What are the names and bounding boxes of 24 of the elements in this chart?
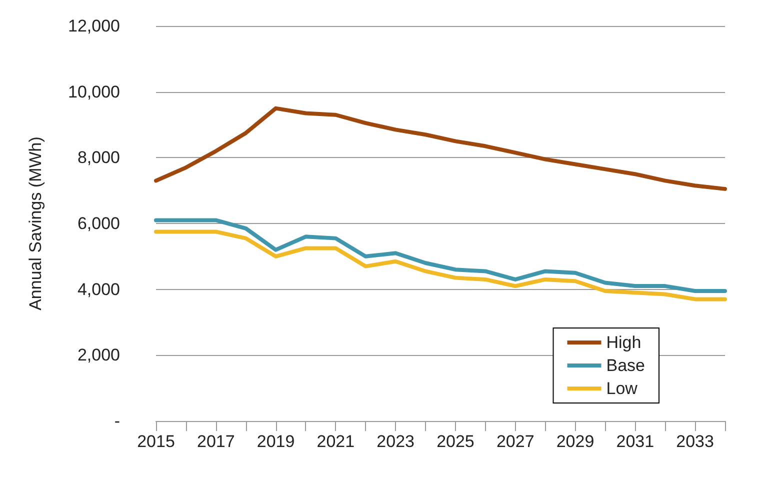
- y-tick-label: 10,000: [68, 82, 120, 102]
- y-tick-label: 4,000: [77, 280, 120, 299]
- line-series: [154, 106, 727, 191]
- legend-label: Base: [606, 356, 645, 375]
- x-tick-label: 2031: [616, 432, 654, 451]
- x-tick-label: 2033: [676, 432, 714, 451]
- y-tick-label: 12,000: [68, 16, 120, 36]
- x-tick-label: 2027: [496, 432, 534, 451]
- x-tick-label: 2023: [376, 432, 414, 451]
- x-tick-label: 2029: [556, 432, 594, 451]
- line-series: [154, 230, 727, 302]
- line-series: [154, 218, 727, 293]
- x-tick-label: 2017: [196, 432, 235, 451]
- legend-label: Low: [606, 379, 638, 398]
- y-axis-title: Annual Savings (MWh): [26, 136, 45, 310]
- x-tick-label: 2015: [137, 432, 175, 451]
- y-tick-label: 6,000: [77, 214, 120, 233]
- x-tick-label: 2021: [316, 432, 355, 451]
- y-tick-label: 8,000: [77, 148, 120, 168]
- x-tick-label: 2025: [436, 432, 474, 451]
- legend-label: High: [606, 333, 642, 352]
- y-tick-label: -: [114, 412, 120, 430]
- x-tick-label: 2019: [256, 432, 295, 451]
- y-tick-label: 2,000: [77, 346, 120, 365]
